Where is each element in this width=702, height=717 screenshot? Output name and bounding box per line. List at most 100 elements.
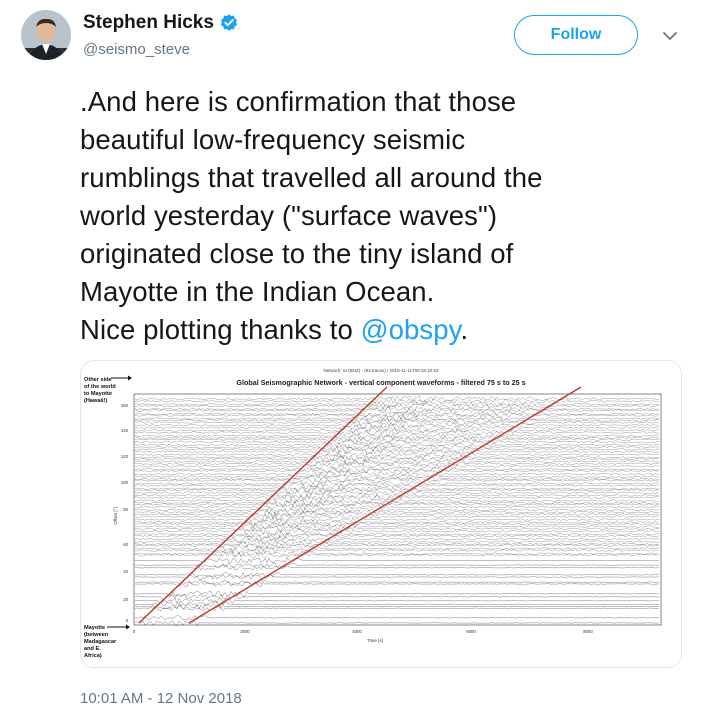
y-tick-label: 120 [121, 454, 129, 459]
x-axis: 0 2000 4000 6000 8000 Time [s] [133, 629, 594, 643]
x-tick-label: 6000 [466, 629, 476, 634]
arrival-line-late [188, 386, 582, 624]
waveform-trace [134, 620, 660, 626]
waveform-trace [134, 475, 660, 482]
waveform-trace [134, 581, 660, 587]
tweet-text-fragment: Nice plotting thanks to [80, 314, 361, 345]
tweet-line: originated close to the tiny island of [80, 238, 514, 269]
waveform-trace [134, 407, 660, 414]
waveform-trace [134, 424, 660, 431]
tweet-line: rumblings that travelled all around the [80, 162, 543, 193]
tweet-line: Mayotte in the Indian Ocean. [80, 276, 435, 307]
waveform-trace [134, 506, 660, 514]
waveform-trace [134, 419, 660, 426]
waveform-trace [134, 486, 660, 494]
figure-network-caption: Network: IU (BHZ) - (94 traces) / 2018-1… [324, 368, 439, 373]
annotation-text: Mayotte [84, 625, 105, 631]
waveform-trace [134, 565, 660, 571]
waveform-trace [134, 429, 660, 436]
y-tick-label: 20 [123, 597, 128, 602]
waveform-trace [134, 466, 660, 473]
chevron-down-icon[interactable] [660, 26, 680, 46]
y-tick-label: 80 [123, 507, 128, 512]
display-name[interactable]: Stephen Hicks [83, 12, 214, 33]
follow-button[interactable]: Follow [514, 15, 638, 55]
waveform-trace [134, 597, 660, 604]
waveform-trace [134, 499, 660, 507]
waveform-trace [134, 572, 660, 578]
tweet-timestamp[interactable]: 10:01 AM - 12 Nov 2018 [80, 690, 242, 707]
waveform-trace [134, 463, 660, 470]
waveform-trace [134, 458, 660, 465]
waveform-trace [134, 594, 660, 600]
waveform-trace [134, 518, 660, 526]
x-tick-label: 8000 [583, 629, 593, 634]
waveform-trace [134, 451, 660, 458]
waveform-trace [134, 579, 660, 585]
waveform-trace [134, 550, 660, 557]
waveform-trace [134, 422, 660, 429]
y-tick-label: 100 [121, 480, 129, 485]
tweet-text-fragment: . [460, 314, 469, 345]
waveform-trace [134, 412, 660, 419]
waveform-trace [134, 605, 660, 612]
mention-link[interactable]: @obspy [360, 314, 461, 345]
x-tick-label: 2000 [240, 629, 250, 634]
waveform-trace [134, 434, 660, 442]
y-tick-label: 0 [126, 618, 129, 623]
x-tick-label: 0 [133, 629, 136, 634]
waveform-trace [134, 520, 660, 528]
verified-badge-icon [220, 14, 237, 31]
waveform-trace [134, 444, 660, 451]
waveform-trace [134, 448, 660, 455]
waveform-trace [134, 467, 660, 474]
waveform-trace [134, 455, 660, 463]
annotation-text: (Hawaii!) [84, 398, 107, 404]
waveform-trace [134, 615, 660, 621]
user-handle[interactable]: @seismo_steve [83, 41, 190, 58]
x-axis-label: Time [s] [367, 638, 383, 643]
waveform-trace [134, 454, 660, 461]
waveform-trace [134, 503, 660, 511]
plot-area [133, 386, 662, 626]
waveform-trace [134, 530, 660, 538]
waveform-trace [134, 473, 660, 480]
y-tick-label: 40 [123, 569, 128, 574]
waveform-trace [134, 401, 660, 408]
waveform-trace [134, 489, 660, 497]
avatar[interactable] [21, 10, 71, 60]
y-tick-label: 60 [123, 542, 128, 547]
waveform-trace [134, 525, 660, 533]
waveform-trace [134, 513, 660, 521]
annotation-text: and E. [84, 646, 101, 652]
waveform-trace [134, 508, 660, 516]
annotation-text: to Mayotte [84, 391, 112, 397]
waveform-trace [134, 603, 660, 610]
waveform-trace [134, 497, 660, 504]
waveform-trace [134, 405, 660, 413]
waveform-trace [134, 590, 660, 597]
y-axis: 160 140 120 100 80 60 40 20 0 Offset [°] [113, 403, 129, 623]
waveform-trace [134, 574, 660, 580]
waveform-trace [134, 427, 660, 434]
tweet-media-image[interactable]: Network: IU (BHZ) - (94 traces) / 2018-1… [80, 360, 682, 668]
waveform-trace [134, 538, 660, 546]
waveform-trace [134, 397, 660, 405]
annotation-text: Other side [84, 377, 112, 383]
waveform-trace [134, 415, 660, 423]
x-tick-label: 4000 [352, 629, 362, 634]
waveform-trace [134, 523, 660, 530]
y-tick-label: 140 [121, 428, 129, 433]
waveform-trace [134, 432, 660, 439]
figure-title: Global Seismographic Network - vertical … [236, 378, 525, 387]
y-tick-label: 160 [121, 403, 129, 408]
tweet-text: .And here is confirmation that those bea… [80, 83, 680, 349]
tweet-line: .And here is confirmation that those [80, 86, 517, 117]
waveform-trace [134, 439, 660, 446]
waveform-trace [134, 562, 660, 568]
waveform-trace [134, 417, 660, 424]
waveform-trace [134, 528, 660, 535]
seismogram-figure: Network: IU (BHZ) - (94 traces) / 2018-1… [81, 361, 681, 667]
waveform-trace [134, 557, 660, 564]
waveform-trace [134, 601, 660, 608]
